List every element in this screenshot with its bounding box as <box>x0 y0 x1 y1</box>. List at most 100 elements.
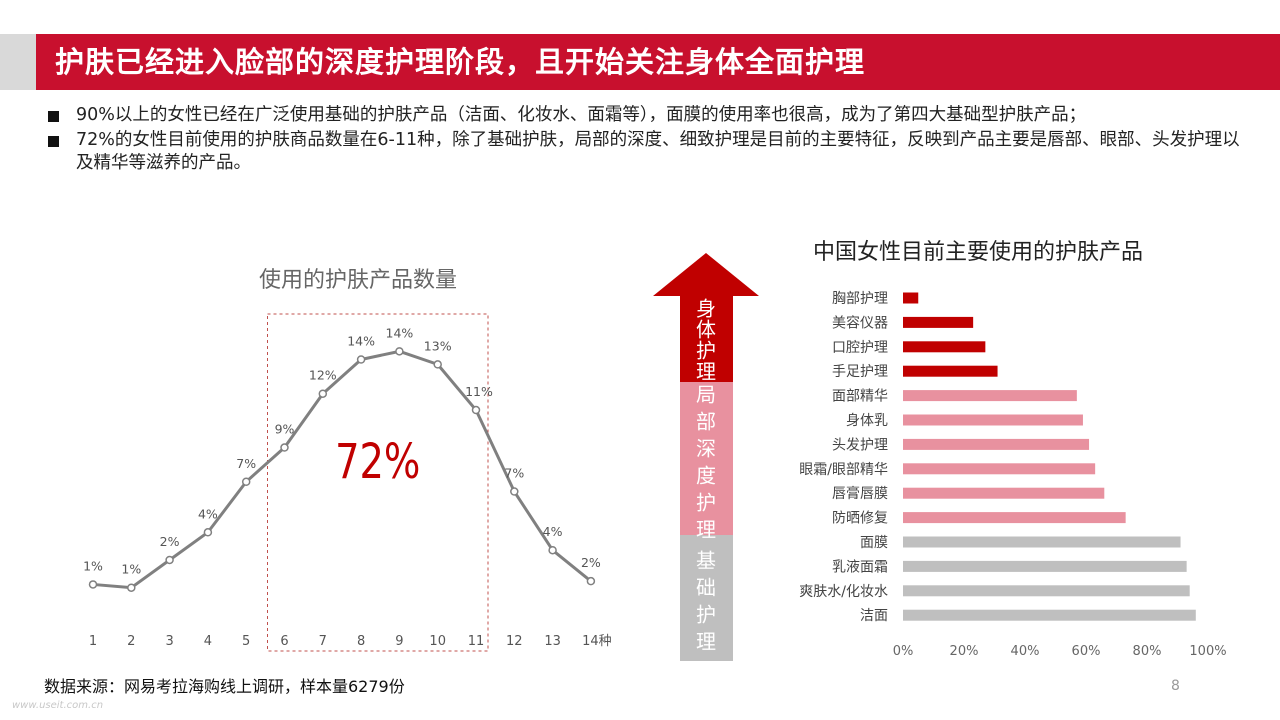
line-point <box>318 389 328 398</box>
line-data-label: 14% <box>347 334 375 349</box>
watermark: www.useit.com.cn <box>12 700 104 711</box>
bar-x-tick-label: 20% <box>950 644 979 659</box>
line-point <box>356 355 366 364</box>
arrow-head-section <box>653 253 759 382</box>
line-x-tick-label: 10 <box>429 634 446 649</box>
bar <box>903 487 1105 499</box>
arrow-label-char: 体 <box>696 318 716 342</box>
bar <box>903 341 986 353</box>
arrow-base-section <box>680 535 733 661</box>
arrow-label-char: 理 <box>696 518 716 542</box>
bar <box>903 390 1077 402</box>
line-x-tick-label: 2 <box>127 634 135 649</box>
title-background <box>36 34 1280 90</box>
bar <box>903 512 1126 524</box>
arrow-label-char: 理 <box>696 630 716 654</box>
bar <box>903 292 919 304</box>
line-x-tick-label: 11 <box>468 634 485 649</box>
bullet-text: 72%的女性目前使用的护肤商品数量在6-11种，除了基础护肤，局部的深度、细致护… <box>76 130 1240 173</box>
arrow-label-char: 身 <box>696 297 716 321</box>
arrow-label-char: 深 <box>696 437 716 461</box>
arrow-label-char: 局 <box>696 383 716 407</box>
bar-category-label: 洁面 <box>860 608 888 624</box>
bullet-text: 90%以上的女性已经在广泛使用基础的护肤产品（洁面、化妆水、面霜等），面膜的使用… <box>76 105 1087 125</box>
line-point <box>586 576 596 586</box>
bar-x-tick-label: 0% <box>893 644 914 659</box>
bar-category-label: 防晒修复 <box>832 510 888 527</box>
line-point <box>280 443 289 452</box>
arrow-label-char: 基 <box>696 549 716 573</box>
bar-category-label: 唇膏唇膜 <box>832 485 888 502</box>
arrow-label-char: 护 <box>696 603 716 627</box>
bar <box>903 609 1196 621</box>
bar <box>903 536 1181 548</box>
annotation-value: 72% <box>335 435 420 490</box>
bar-category-label: 爽肤水/化妆水 <box>799 584 888 600</box>
line-series <box>92 349 592 590</box>
line-x-tick-label: 8 <box>357 634 365 649</box>
bullet-square-icon <box>48 136 59 147</box>
line-point <box>88 580 98 589</box>
bar-category-label: 美容仪器 <box>832 314 888 331</box>
line-point <box>548 545 557 555</box>
data-source: 数据来源：网易考拉海购线上调研，样本量6279份 <box>44 677 405 696</box>
line-point <box>433 360 442 369</box>
line-data-label: 13% <box>424 338 452 353</box>
bar-chart-title: 中国女性目前主要使用的护肤产品 <box>813 240 1143 265</box>
line-point <box>510 487 519 496</box>
bullet-item: 72%的女性目前使用的护肤商品数量在6-11种，除了基础护肤，局部的深度、细致护… <box>48 129 1248 175</box>
line-point <box>471 405 481 415</box>
line-point <box>165 555 174 565</box>
line-x-tick-label: 7 <box>319 634 327 649</box>
arrow-label-char: 础 <box>696 576 716 600</box>
bullet-item: 90%以上的女性已经在广泛使用基础的护肤产品（洁面、化妆水、面霜等），面膜的使用… <box>48 104 1248 127</box>
bullet-square-icon <box>48 111 59 122</box>
bar-category-label: 面膜 <box>860 535 888 551</box>
bar <box>903 463 1096 475</box>
line-data-label: 7% <box>236 456 256 471</box>
arrow-label-char: 度 <box>696 464 716 488</box>
page-number: 8 <box>1171 678 1180 694</box>
line-data-label: 14% <box>386 325 414 340</box>
bar-x-tick-label: 80% <box>1133 644 1162 659</box>
line-point <box>127 583 136 592</box>
line-x-tick-label: 4 <box>204 634 212 649</box>
line-data-label: 12% <box>309 368 337 383</box>
bar-x-tick-label: 60% <box>1072 644 1101 659</box>
line-x-tick-label: 12 <box>506 634 523 649</box>
bar-category-label: 身体乳 <box>846 413 888 429</box>
annotation-dashed-box <box>267 313 489 652</box>
bar-category-label: 口腔护理 <box>832 340 888 356</box>
line-point <box>203 528 213 537</box>
page-title: 护肤已经进入脸部的深度护理阶段，且开始关注身体全面护理 <box>55 45 866 79</box>
title-accent-block <box>0 34 36 90</box>
line-x-tick-label: 3 <box>165 634 173 649</box>
bar <box>903 316 974 328</box>
bar <box>903 560 1187 572</box>
line-data-label: 9% <box>275 422 295 437</box>
bar <box>903 585 1190 597</box>
bar-category-label: 眼霜/眼部精华 <box>799 462 888 478</box>
line-data-label: 7% <box>504 466 524 481</box>
arrow-label-char: 部 <box>696 410 716 434</box>
bar-x-tick-label: 40% <box>1011 644 1040 659</box>
bullet-list: 90%以上的女性已经在广泛使用基础的护肤产品（洁面、化妆水、面霜等），面膜的使用… <box>48 104 1248 177</box>
line-data-label: 4% <box>543 524 563 539</box>
bar <box>903 438 1090 450</box>
arrow-label-char: 理 <box>696 360 716 384</box>
title-bar: 护肤已经进入脸部的深度护理阶段，且开始关注身体全面护理 <box>0 34 1280 90</box>
line-x-tick-label: 1 <box>89 634 97 649</box>
bar-category-label: 乳液面霜 <box>832 559 888 575</box>
arrow-label-char: 护 <box>696 491 716 515</box>
line-data-label: 11% <box>465 384 493 399</box>
line-x-tick-label: 9 <box>395 634 403 649</box>
line-point <box>241 477 251 486</box>
bar-category-label: 胸部护理 <box>832 291 888 307</box>
line-data-label: 1% <box>83 558 103 573</box>
bar <box>903 365 998 377</box>
line-data-label: 4% <box>198 506 218 521</box>
line-data-label: 2% <box>581 555 601 570</box>
bar-category-label: 头发护理 <box>832 437 888 453</box>
bar <box>903 414 1083 426</box>
